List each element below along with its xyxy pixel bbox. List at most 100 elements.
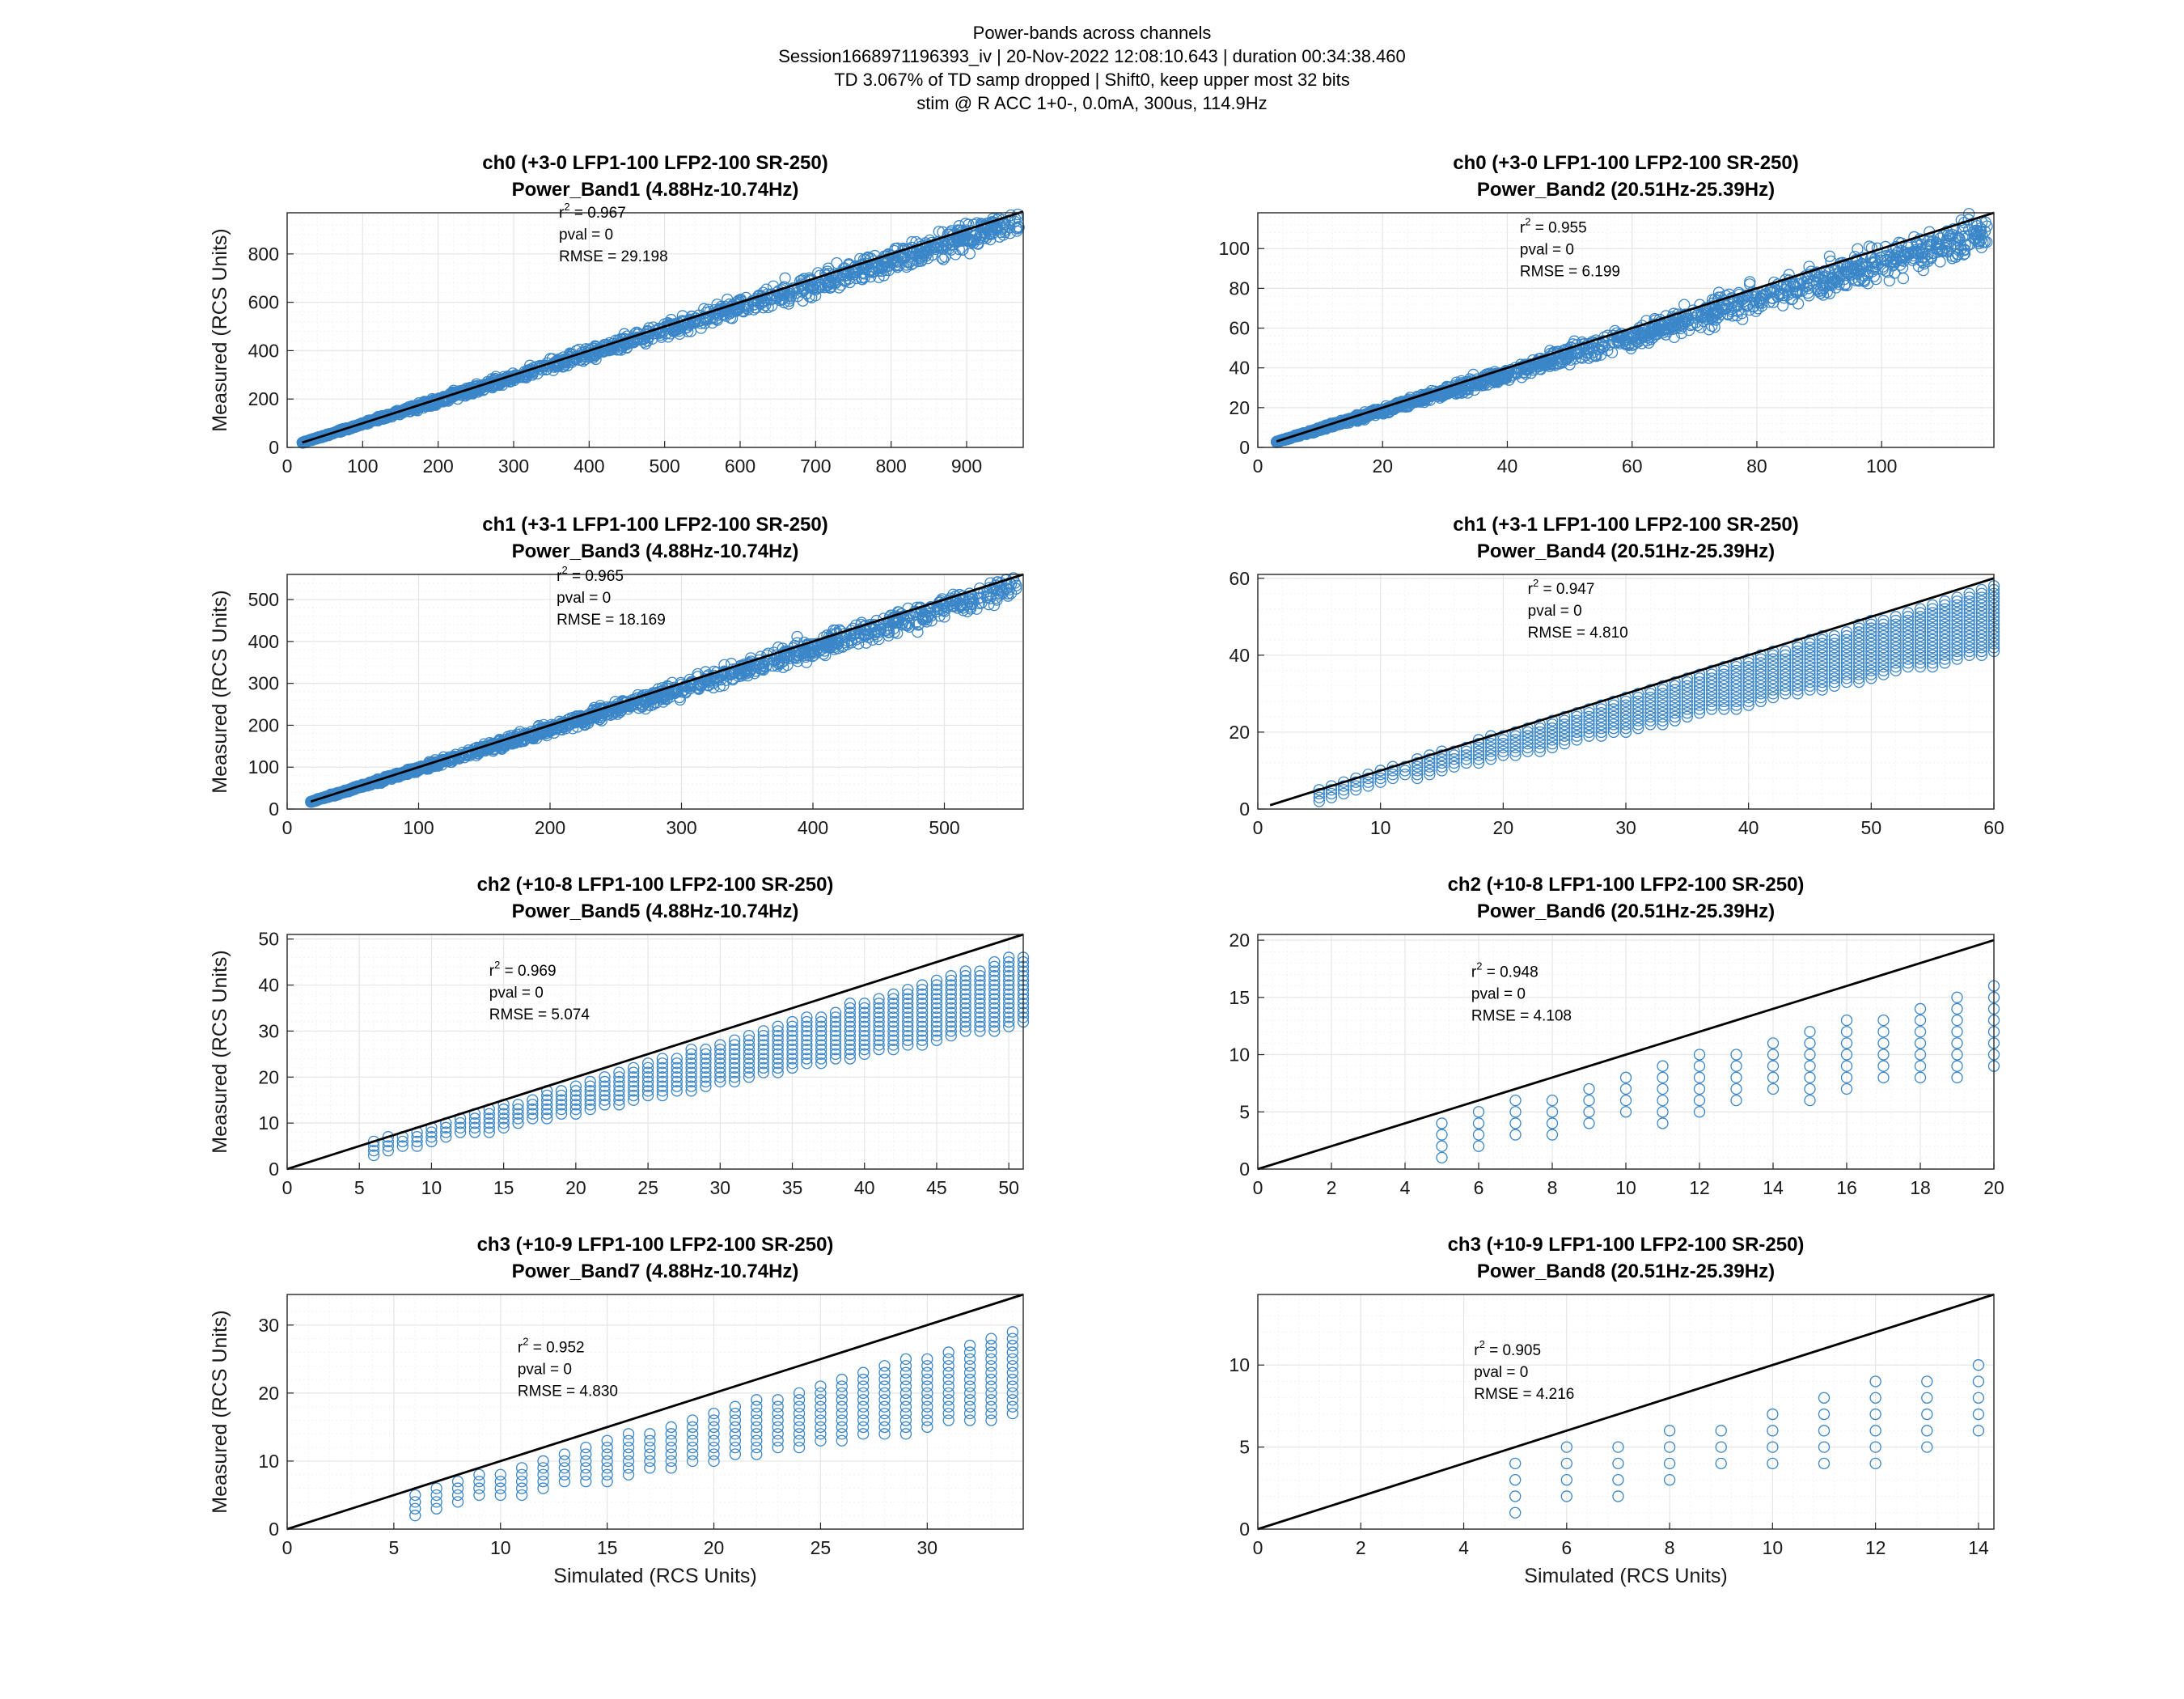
- scatter-point: [1941, 234, 1953, 246]
- scatter-point: [791, 630, 803, 643]
- scatter-point: [707, 311, 719, 324]
- scatter-point: [1750, 296, 1763, 309]
- x-tick-label: 700: [800, 455, 831, 477]
- scatter-point: [978, 227, 990, 239]
- y-tick-label: 20: [1229, 397, 1250, 418]
- scatter-point: [842, 265, 854, 277]
- panel-title: ch0 (+3-0 LFP1-100 LFP2-100 SR-250): [1453, 152, 1799, 174]
- scatter-point: [1815, 286, 1827, 299]
- panel-title: ch0 (+3-0 LFP1-100 LFP2-100 SR-250): [482, 152, 828, 174]
- scatter-point: [1474, 378, 1486, 391]
- x-tick-label: 80: [1746, 455, 1767, 477]
- scatter-point: [1813, 285, 1825, 298]
- scatter-point: [738, 306, 750, 318]
- scatter-point: [1840, 279, 1853, 292]
- scatter-point: [1977, 236, 1989, 248]
- scatter-point: [1598, 341, 1610, 353]
- scatter-point: [1447, 382, 1459, 395]
- stat-pval: pval = 0: [557, 590, 611, 607]
- suptitle-line-4: stim @ R ACC 1+0-, 0.0mA, 300us, 114.9Hz: [916, 93, 1268, 113]
- scatter-point: [1810, 266, 1823, 278]
- scatter-point: [926, 248, 938, 261]
- scatter-point: [1823, 250, 1836, 262]
- scatter-point: [1971, 220, 1983, 232]
- x-tick-label: 200: [535, 817, 565, 838]
- scatter-point: [1391, 400, 1403, 413]
- axes-box: [1257, 212, 1995, 448]
- stat-pval: pval = 0: [1520, 242, 1574, 259]
- scatter-point: [1619, 338, 1632, 350]
- scatter-point: [1953, 232, 1965, 244]
- axes-box: [286, 212, 1024, 448]
- stat-rmse: RMSE = 18.169: [557, 612, 666, 629]
- y-tick-label: 500: [248, 589, 279, 610]
- scatter-point: [1726, 310, 1739, 322]
- stat-rmse: RMSE = 6.199: [1520, 264, 1620, 281]
- x-tick-label: 20: [1372, 455, 1393, 477]
- scatter-point: [1744, 276, 1756, 288]
- scatter-point: [1941, 225, 1953, 237]
- scatter-point: [1883, 274, 1895, 287]
- scatter-point: [1583, 352, 1595, 364]
- scatter-point: [915, 255, 928, 267]
- x-tick-label: 400: [574, 455, 604, 477]
- scatter-point: [970, 228, 983, 241]
- suptitle-line-2: Session1668971196393_iv | 20-Nov-2022 12…: [778, 46, 1406, 66]
- scatter-point: [910, 235, 922, 248]
- scatter-point: [1813, 271, 1825, 284]
- stat-rmse: RMSE = 29.198: [559, 248, 668, 265]
- scatter-point: [958, 232, 971, 245]
- scatter-point: [349, 419, 362, 432]
- scatter-point: [1816, 285, 1829, 297]
- scatter-point: [1898, 246, 1911, 258]
- scatter-point: [957, 244, 969, 256]
- scatter-point: [1869, 252, 1881, 265]
- x-tick-label: 100: [1866, 455, 1897, 477]
- scatter-point: [1529, 362, 1542, 375]
- y-axis-label: Measured (RCS Units): [209, 228, 231, 431]
- y-axis-label: Measured (RCS Units): [209, 590, 231, 793]
- scatter-point: [1698, 315, 1710, 328]
- panel-title: ch1 (+3-1 LFP1-100 LFP2-100 SR-250): [482, 514, 828, 536]
- scatter-point: [1917, 256, 1929, 269]
- x-tick-label: 200: [422, 455, 453, 477]
- scatter-point: [1803, 290, 1815, 302]
- suptitle-line-1: Power-bands across channels: [972, 23, 1212, 43]
- scatter-point: [1760, 288, 1772, 300]
- scatter-point: [1543, 356, 1555, 369]
- y-tick-label: 800: [248, 244, 279, 265]
- stat-r2: r2 = 0.955: [1520, 216, 1587, 237]
- scatter-point: [1747, 301, 1759, 313]
- panel-subtitle: Power_Band1 (4.88Hz-10.74Hz): [512, 179, 799, 201]
- scatter-point: [869, 249, 881, 262]
- scatter-point: [358, 417, 370, 429]
- scatter-point: [1358, 411, 1370, 423]
- scatter-point: [1950, 230, 1962, 243]
- scatter-point: [1823, 287, 1836, 299]
- scatter-point: [1814, 273, 1826, 285]
- scatter-point: [1826, 275, 1839, 287]
- scatter-point: [1776, 299, 1789, 311]
- scatter-point: [1708, 310, 1721, 322]
- panel-subtitle: Power_Band3 (4.88Hz-10.74Hz): [512, 540, 799, 562]
- scatter-point: [1560, 353, 1572, 366]
- scatter-point: [569, 352, 582, 365]
- scatter-point: [900, 261, 912, 273]
- scatter-point: [460, 388, 472, 400]
- scatter-point: [1481, 379, 1494, 391]
- scatter-point: [1004, 222, 1016, 234]
- scatter-point: [1972, 235, 1984, 248]
- y-tick-label: 400: [248, 340, 279, 361]
- scatter-point: [1866, 265, 1879, 278]
- scatter-point: [1424, 394, 1437, 406]
- scatter-point: [828, 275, 841, 287]
- scatter-point: [792, 290, 804, 303]
- suptitle-line-3: TD 3.067% of TD samp dropped | Shift0, k…: [834, 70, 1350, 90]
- scatter-point: [1924, 239, 1937, 251]
- scatter-point: [1454, 386, 1467, 398]
- x-tick-label: 400: [798, 817, 828, 838]
- scatter-point: [1801, 280, 1813, 293]
- scatter-point: [578, 345, 590, 358]
